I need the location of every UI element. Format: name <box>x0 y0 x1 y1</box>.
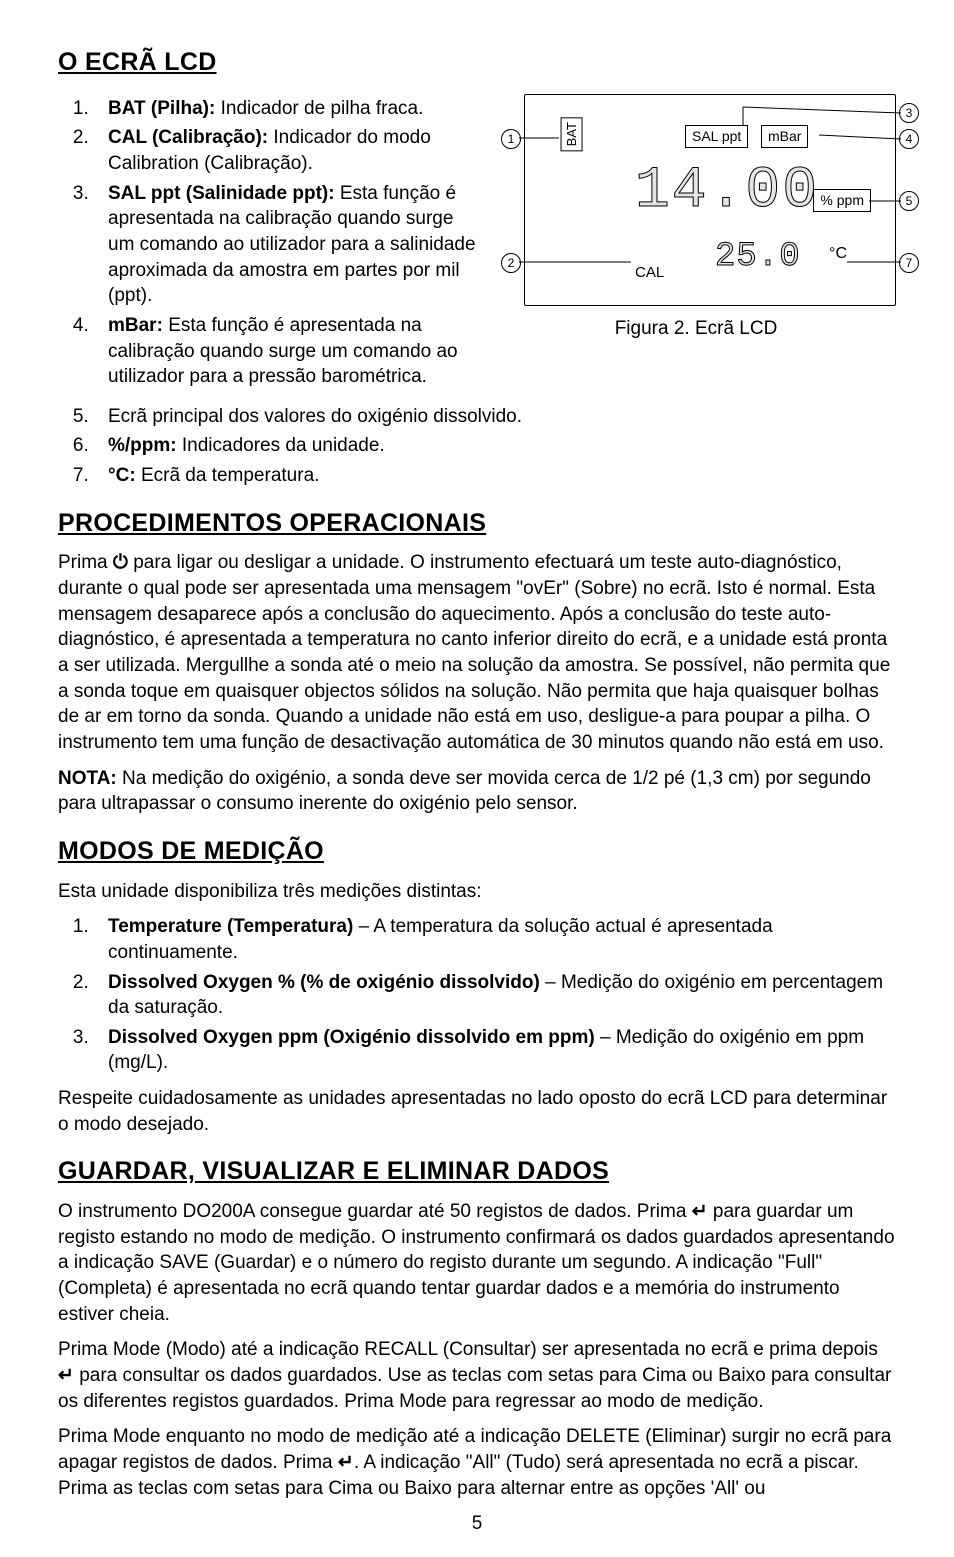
modos-intro: Esta unidade disponibiliza três medições… <box>58 879 896 905</box>
cal-label: CAL <box>635 263 664 283</box>
guardar-p1: O instrumento DO200A consegue guardar at… <box>58 1199 896 1327</box>
modos-list: Temperature (Temperatura) – A temperatur… <box>58 914 896 1076</box>
enter-icon-1: ↵ <box>692 1201 708 1222</box>
lcd-item-4: mBar: Esta função é apresentada na calib… <box>94 313 476 390</box>
proc-p1: Prima ⏻ para ligar ou desligar a unidade… <box>58 550 896 755</box>
section-proc-heading: PROCEDIMENTOS OPERACIONAIS <box>58 507 896 541</box>
modos-outro: Respeite cuidadosamente as unidades apre… <box>58 1086 896 1137</box>
lcd-list-bottom: Ecrã principal dos valores do oxigénio d… <box>58 404 896 489</box>
sal-ppt-box: SAL ppt <box>685 125 748 148</box>
modos-item-1-bold: Temperature (Temperatura) <box>108 916 359 937</box>
bat-label: BAT <box>561 117 583 151</box>
big-digits: 14.00 <box>635 153 819 231</box>
proc-nota-bold: NOTA: <box>58 768 122 789</box>
small-digits: 25.0 <box>715 235 801 281</box>
lcd-item-6-bold: %/ppm: <box>108 435 182 456</box>
lcd-item-6: %/ppm: Indicadores da unidade. <box>94 433 896 459</box>
modos-item-3-bold: Dissolved Oxygen ppm (Oxigénio dissolvid… <box>108 1027 600 1048</box>
proc-p1-a: Prima <box>58 552 113 573</box>
lcd-item-5: Ecrã principal dos valores do oxigénio d… <box>94 404 896 430</box>
modos-item-2-bold: Dissolved Oxygen % (% de oxigénio dissol… <box>108 972 545 993</box>
lcd-item-2-bold: CAL (Calibração): <box>108 127 273 148</box>
callout-3: 3 <box>899 103 919 123</box>
section-lcd-heading: O ECRÃ LCD <box>58 46 896 80</box>
lcd-item-3: SAL ppt (Salinidade ppt): Esta função é … <box>94 181 476 309</box>
callout-5: 5 <box>899 191 919 211</box>
modos-item-1: Temperature (Temperatura) – A temperatur… <box>94 914 896 965</box>
lcd-figure-caption: Figura 2. Ecrã LCD <box>496 316 896 342</box>
proc-nota: NOTA: Na medição do oxigénio, a sonda de… <box>58 766 896 817</box>
enter-icon-3: ↵ <box>338 1452 354 1473</box>
enter-icon-2: ↵ <box>58 1365 74 1386</box>
callout-2: 2 <box>501 253 521 273</box>
callout-7: 7 <box>899 253 919 273</box>
lcd-item-1-bold: BAT (Pilha): <box>108 98 221 119</box>
guardar-p2-b: para consultar os dados guardados. Use a… <box>58 1365 891 1412</box>
modos-item-2: Dissolved Oxygen % (% de oxigénio dissol… <box>94 970 896 1021</box>
guardar-p1-a: O instrumento DO200A consegue guardar at… <box>58 1201 692 1222</box>
guardar-p2-a: Prima Mode (Modo) até a indicação RECALL… <box>58 1339 878 1360</box>
section-modos-heading: MODOS DE MEDIÇÃO <box>58 835 896 869</box>
lcd-item-2: CAL (Calibração): Indicador do modo Cali… <box>94 125 476 176</box>
modos-item-3: Dissolved Oxygen ppm (Oxigénio dissolvid… <box>94 1025 896 1076</box>
guardar-p3: Prima Mode enquanto no modo de medição a… <box>58 1424 896 1501</box>
lcd-item-7-bold: °C: <box>108 465 141 486</box>
lcd-item-7-text: Ecrã da temperatura. <box>141 465 319 486</box>
lcd-item-1: BAT (Pilha): Indicador de pilha fraca. <box>94 96 476 122</box>
lcd-list-top: BAT (Pilha): Indicador de pilha fraca. C… <box>58 96 476 390</box>
deg-c: °C <box>829 243 847 265</box>
lcd-item-6-text: Indicadores da unidade. <box>182 435 385 456</box>
lcd-item-7: °C: Ecrã da temperatura. <box>94 463 896 489</box>
lcd-figure: 1 2 3 4 5 7 SAL ppt mBar BAT 14.00 % ppm <box>496 94 896 342</box>
page-number: 5 <box>58 1511 896 1537</box>
lcd-item-4-bold: mBar: <box>108 315 168 336</box>
callout-4: 4 <box>899 129 919 149</box>
lcd-item-3-bold: SAL ppt (Salinidade ppt): <box>108 183 340 204</box>
lcd-item-5-text: Ecrã principal dos valores do oxigénio d… <box>108 406 522 427</box>
proc-p1-b: para ligar ou desligar a unidade. O inst… <box>58 552 890 752</box>
power-icon: ⏻ <box>113 552 128 573</box>
lcd-item-1-text: Indicador de pilha fraca. <box>221 98 424 119</box>
lcd-diagram: 1 2 3 4 5 7 SAL ppt mBar BAT 14.00 % ppm <box>524 94 896 306</box>
proc-nota-text: Na medição do oxigénio, a sonda deve ser… <box>58 768 871 815</box>
mbar-box: mBar <box>761 125 808 148</box>
pct-ppm-box: % ppm <box>813 189 871 212</box>
guardar-p2: Prima Mode (Modo) até a indicação RECALL… <box>58 1337 896 1414</box>
callout-1: 1 <box>501 129 521 149</box>
section-guardar-heading: GUARDAR, VISUALIZAR E ELIMINAR DADOS <box>58 1155 896 1189</box>
